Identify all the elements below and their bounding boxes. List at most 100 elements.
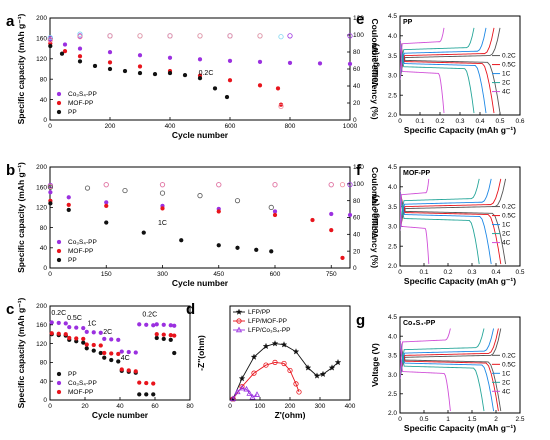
x-tick-label: 40	[116, 403, 124, 410]
legend-marker	[56, 109, 62, 115]
discharge-curve	[400, 39, 475, 114]
data-point	[168, 323, 173, 328]
data-point	[254, 247, 259, 252]
panel-label: e	[356, 11, 364, 28]
legend-marker	[56, 91, 62, 97]
legend-marker	[56, 389, 62, 395]
x-tick-label: 0.5	[495, 118, 504, 125]
series-b-5	[47, 184, 274, 210]
data-point	[167, 70, 173, 76]
panel-label: c	[6, 301, 14, 318]
legend-marker	[56, 380, 62, 386]
x-tick-label: 60	[151, 403, 159, 410]
data-point	[56, 320, 61, 326]
legend-entry: PP	[68, 371, 77, 378]
series-a-4	[47, 31, 284, 41]
y-tick-label: 2.0	[388, 112, 397, 119]
legend-entry: 4C	[502, 89, 511, 96]
plot-frame	[49, 166, 351, 269]
y-axis-label: Voltage (V)	[370, 194, 380, 238]
data-point	[91, 342, 96, 348]
series-b-4	[47, 182, 346, 189]
panel-b: b 0 150 300 450 600 750 0 40 80 120 160 200 0 20 40 60 80…	[6, 162, 380, 288]
discharge-curve	[400, 339, 485, 412]
data-point	[66, 202, 71, 208]
data-point	[47, 37, 53, 43]
y-tick-label: 200	[36, 303, 47, 310]
data-point	[98, 330, 103, 335]
data-point	[278, 103, 284, 110]
x-tick-label: 0	[398, 416, 402, 423]
data-point	[67, 325, 72, 330]
y-tick-label: 4.0	[388, 184, 397, 191]
data-point	[238, 375, 246, 382]
y-tick-label: 120	[36, 341, 47, 348]
data-point	[172, 333, 177, 338]
x-tick-label: 100	[255, 403, 266, 410]
data-point	[144, 322, 149, 327]
data-point	[280, 341, 288, 348]
x-axis-label: Specific Capacity (mAh g⁻¹)	[404, 276, 516, 286]
discharge-curve	[400, 190, 430, 265]
data-point	[313, 372, 321, 379]
discharge-curve	[400, 339, 495, 412]
data-point	[253, 391, 261, 397]
x-tick-label: 0.3	[467, 269, 476, 276]
curve-02C	[400, 27, 501, 114]
panel-f: f 0 0.1 0.2 0.3 0.4 0.5 2.0 2.5 3.0 3.5 4.0 4.5 Speci…	[356, 162, 525, 286]
legend-marker	[56, 100, 62, 106]
data-point	[197, 57, 203, 62]
data-point	[116, 351, 121, 357]
panel-g: g 0 0.5 1 1.5 2 2.5 2.0 2.5 3.0 3.5 4.0 4.5 Specific …	[356, 312, 525, 433]
panel-label: b	[6, 162, 15, 179]
x-tick-label: 200	[285, 403, 296, 410]
x-tick-label: 750	[326, 271, 337, 278]
data-point	[126, 368, 131, 373]
charge-curve	[400, 178, 502, 231]
data-point	[91, 330, 96, 335]
x-tick-label: 400	[165, 123, 176, 130]
data-point	[168, 332, 173, 338]
data-point	[287, 33, 293, 39]
data-point	[347, 33, 353, 39]
x-axis-label: Cycle number	[172, 130, 229, 140]
y-tick-label: 4.5	[388, 13, 397, 20]
data-point	[126, 349, 131, 355]
data-point	[49, 331, 54, 336]
x-tick-label: 0	[228, 403, 232, 410]
x-tick-label: 300	[157, 271, 168, 278]
data-point	[102, 350, 107, 356]
curve-4C	[400, 328, 451, 412]
series-a-0	[48, 37, 353, 67]
data-point	[48, 190, 53, 195]
legend-entry: 1C	[502, 71, 511, 78]
legend-entry: LFP/PP	[248, 309, 270, 316]
data-point	[91, 348, 96, 353]
data-point	[77, 59, 83, 64]
legend: Co₃S₄-PP MOF-PP PP	[56, 91, 97, 116]
data-point	[239, 383, 245, 390]
data-point	[234, 388, 241, 395]
data-point	[62, 42, 68, 47]
data-point	[77, 46, 83, 51]
discharge-curve	[400, 339, 499, 412]
data-point	[102, 336, 107, 342]
data-point	[66, 195, 71, 200]
panel-a: a0 200 400 600 800 10000408012016020002040608…	[6, 13, 380, 140]
data-point	[319, 370, 327, 377]
data-point	[98, 350, 103, 356]
charge-curve	[400, 328, 502, 379]
y-tick-label: 160	[36, 184, 47, 191]
data-point	[109, 357, 114, 363]
data-point	[154, 332, 159, 337]
data-point	[137, 33, 143, 39]
y-tick-label: 160	[36, 36, 47, 43]
data-point	[137, 70, 143, 76]
data-point	[107, 66, 113, 72]
series-a-2	[48, 43, 230, 100]
curve-05C	[400, 27, 495, 114]
legend-entry: 2C	[502, 379, 511, 386]
data-point	[262, 342, 270, 350]
curve-2C	[400, 328, 485, 412]
data-point	[81, 340, 86, 345]
